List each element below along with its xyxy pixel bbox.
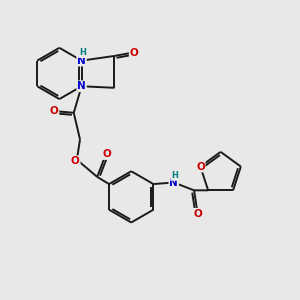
Text: O: O — [102, 149, 111, 159]
Text: H: H — [171, 171, 178, 180]
Text: O: O — [196, 162, 205, 172]
Text: O: O — [130, 48, 138, 58]
Text: N: N — [169, 178, 178, 188]
Text: N: N — [77, 81, 86, 91]
Text: O: O — [194, 209, 203, 219]
Text: H: H — [79, 48, 86, 57]
Text: O: O — [50, 106, 58, 116]
Text: N: N — [77, 56, 86, 66]
Text: O: O — [71, 156, 80, 166]
